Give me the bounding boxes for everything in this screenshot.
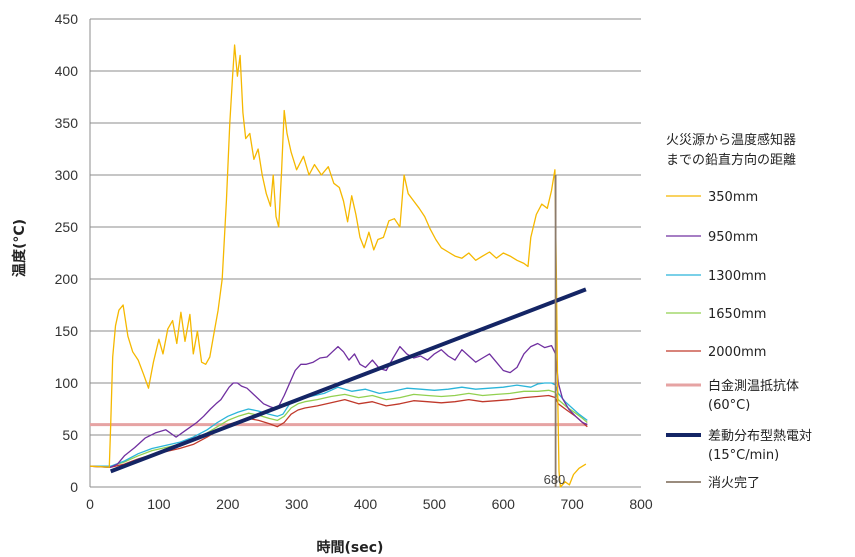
axes: [89, 19, 641, 488]
y-tick-150: 150: [55, 323, 79, 339]
y-tick-200: 200: [55, 271, 79, 287]
x-axis-title: 時間(sec): [317, 539, 384, 556]
y-tick-300: 300: [55, 167, 79, 183]
y-tick-labels: 0 50 100 150 200 250 300 350 400 450: [55, 11, 79, 495]
x-tick-800: 800: [629, 496, 653, 512]
x-tick-100: 100: [147, 496, 171, 512]
legend-label-5-line2: (60°C): [708, 398, 750, 413]
y-tick-400: 400: [55, 63, 79, 79]
legend-label-3: 1650mm: [708, 307, 766, 322]
legend: 火災源から温度感知器 までの鉛直方向の距離 350mm 950mm 1300mm 16…: [666, 132, 812, 491]
y-tick-0: 0: [70, 479, 78, 495]
legend-items: 350mm 950mm 1300mm 1650mm 2000mm 白金測温抵抗体 (60°C…: [666, 190, 812, 491]
x-tick-500: 500: [423, 496, 447, 512]
x-tick-labels: 0 100 200 300 400 500 600 700 800: [86, 496, 653, 512]
x-tick-400: 400: [354, 496, 378, 512]
legend-title-line1: 火災源から温度感知器: [666, 132, 796, 148]
x-tick-700: 700: [560, 496, 584, 512]
legend-label-5: 白金測温抵抗体: [708, 378, 799, 394]
y-tick-50: 50: [62, 427, 78, 443]
y-tick-250: 250: [55, 219, 79, 235]
legend-label-2: 1300mm: [708, 269, 766, 284]
series-line-0: [89, 44, 587, 488]
x-tick-0: 0: [86, 496, 94, 512]
legend-label-6-line2: (15°C/min): [708, 448, 779, 463]
y-axis-title: 温度(°C): [11, 219, 28, 277]
series-line-1: [89, 342, 588, 468]
legend-label-7: 消火完了: [708, 476, 760, 491]
legend-title-line2: までの鉛直方向の距離: [666, 152, 796, 168]
legend-label-6: 差動分布型熱電対: [708, 429, 812, 444]
legend-label-1: 950mm: [708, 230, 758, 245]
extinguish-time-label: 680: [544, 472, 566, 487]
legend-label-0: 350mm: [708, 190, 758, 205]
y-tick-350: 350: [55, 115, 79, 131]
legend-label-4: 2000mm: [708, 345, 766, 360]
x-tick-300: 300: [285, 496, 309, 512]
y-tick-100: 100: [55, 375, 79, 391]
series-line-2: [90, 382, 588, 467]
x-tick-600: 600: [492, 496, 516, 512]
series-line-4: [89, 394, 588, 468]
y-tick-450: 450: [55, 11, 79, 27]
series-line-6: [109, 287, 587, 474]
series-lines: [89, 44, 588, 488]
x-tick-200: 200: [216, 496, 240, 512]
grid-lines: [90, 18, 641, 436]
